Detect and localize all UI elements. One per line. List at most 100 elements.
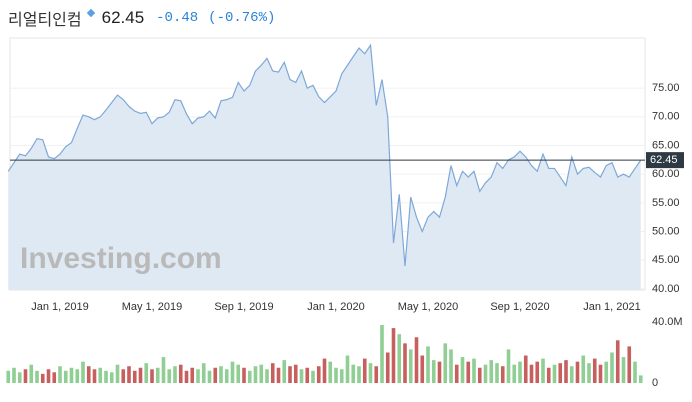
y-tick-label: 0 bbox=[652, 377, 658, 389]
volume-bar bbox=[322, 358, 327, 383]
volume-bar bbox=[178, 364, 183, 383]
volume-bar bbox=[58, 366, 62, 383]
volume-bar bbox=[69, 367, 74, 383]
volume-bar bbox=[184, 370, 189, 383]
volume-bar bbox=[495, 363, 499, 383]
volume-bar bbox=[604, 361, 609, 383]
change: -0.48 bbox=[156, 10, 199, 26]
volume-bar bbox=[328, 361, 333, 383]
price-line bbox=[7, 43, 642, 266]
volume-bar bbox=[500, 366, 505, 383]
volume-bar bbox=[213, 367, 218, 383]
volume-bar bbox=[282, 360, 287, 383]
volume-bar bbox=[380, 325, 384, 383]
volume-bar bbox=[109, 372, 114, 383]
volume-bar bbox=[466, 361, 471, 383]
x-tick-label: May 1, 2019 bbox=[122, 301, 183, 313]
x-tick-label: Jan 1, 2020 bbox=[307, 301, 365, 313]
volume-bar bbox=[414, 337, 419, 383]
volume-bar bbox=[276, 367, 281, 383]
volume-bar bbox=[6, 370, 11, 383]
volume-bar bbox=[334, 367, 338, 383]
volume-bar bbox=[17, 372, 22, 383]
stock-name: 리얼티인컴 bbox=[8, 12, 82, 29]
volume-bar bbox=[270, 363, 275, 383]
y-tick-label: 70.00 bbox=[652, 111, 680, 123]
volume-bar bbox=[259, 364, 264, 383]
volume-bar bbox=[472, 358, 476, 383]
volume-bar bbox=[305, 367, 310, 383]
x-tick-label: Sep 1, 2020 bbox=[490, 301, 549, 313]
volume-bar bbox=[167, 369, 172, 383]
header: 리얼티인컴 62.45 -0.48 (-0.76%) bbox=[8, 6, 285, 30]
watermark: Investing.com bbox=[20, 242, 222, 275]
volume-bar bbox=[443, 343, 448, 383]
area bbox=[8, 45, 641, 290]
volume-bar bbox=[397, 334, 402, 383]
last-price-box bbox=[646, 152, 684, 169]
y-tick-label: 55.00 bbox=[652, 197, 680, 209]
x-tick-label: May 1, 2020 bbox=[398, 301, 459, 313]
volume-bar bbox=[385, 352, 390, 383]
volume-bar bbox=[627, 346, 632, 383]
volume-bar bbox=[523, 355, 528, 383]
volume-bar bbox=[316, 366, 321, 383]
volume-bar bbox=[420, 355, 425, 383]
volume-bar bbox=[311, 370, 315, 383]
volume-bar bbox=[265, 369, 269, 383]
volume-bar bbox=[92, 369, 97, 383]
change-pct: (-0.76%) bbox=[208, 10, 276, 26]
volume-bar bbox=[368, 363, 373, 383]
volume-bar bbox=[558, 363, 563, 383]
volume-bar bbox=[460, 357, 465, 383]
volume-bar bbox=[638, 375, 643, 383]
volume-bar bbox=[506, 349, 511, 383]
volume-bar bbox=[219, 366, 223, 383]
volume-bar bbox=[121, 369, 126, 383]
volume-bar bbox=[224, 369, 229, 383]
volume-bar bbox=[489, 360, 494, 383]
volume-bar bbox=[190, 367, 195, 383]
x-tick-label: Sep 1, 2019 bbox=[214, 301, 273, 313]
volume-bar bbox=[288, 366, 292, 383]
volume-bar bbox=[357, 366, 361, 383]
volume-bar bbox=[564, 360, 568, 383]
volume-bar bbox=[621, 357, 626, 383]
volume-bar bbox=[299, 369, 304, 383]
volume-bar bbox=[535, 361, 540, 383]
volume-bar bbox=[236, 364, 241, 383]
volume-bar bbox=[173, 366, 177, 383]
y-tick-label: 40.0M bbox=[652, 316, 683, 328]
y-tick-label: 60.00 bbox=[652, 168, 680, 180]
volume-bar bbox=[426, 346, 430, 383]
volume-bar bbox=[86, 366, 91, 383]
volume-bar bbox=[115, 364, 120, 383]
volume-bar bbox=[431, 360, 436, 383]
volume-bar bbox=[98, 367, 103, 383]
volume-bar bbox=[230, 361, 235, 383]
volume-bar bbox=[247, 370, 252, 383]
volume-bar bbox=[12, 367, 16, 383]
x-tick-label: Jan 1, 2019 bbox=[31, 301, 89, 313]
volume-bar bbox=[339, 369, 344, 383]
volume-bar bbox=[52, 372, 57, 383]
volume-bar bbox=[253, 366, 258, 383]
volume-bar bbox=[104, 370, 108, 383]
volume-bar bbox=[598, 364, 603, 383]
volume-bar bbox=[201, 363, 206, 383]
volume-bar bbox=[546, 367, 551, 383]
volume-bar bbox=[242, 367, 246, 383]
volume-bar bbox=[362, 358, 367, 383]
price: 62.45 bbox=[101, 8, 145, 27]
volume-bar bbox=[483, 364, 488, 383]
volume-bar bbox=[150, 369, 154, 383]
volume-bar bbox=[374, 366, 379, 383]
volume-bar bbox=[207, 370, 212, 383]
volume-bar bbox=[196, 369, 200, 383]
last-price-label: 62.45 bbox=[650, 154, 678, 166]
volume-bar bbox=[477, 367, 482, 383]
volume-bar bbox=[408, 349, 413, 383]
volume-bar bbox=[127, 366, 131, 383]
volume-bar bbox=[512, 364, 517, 383]
